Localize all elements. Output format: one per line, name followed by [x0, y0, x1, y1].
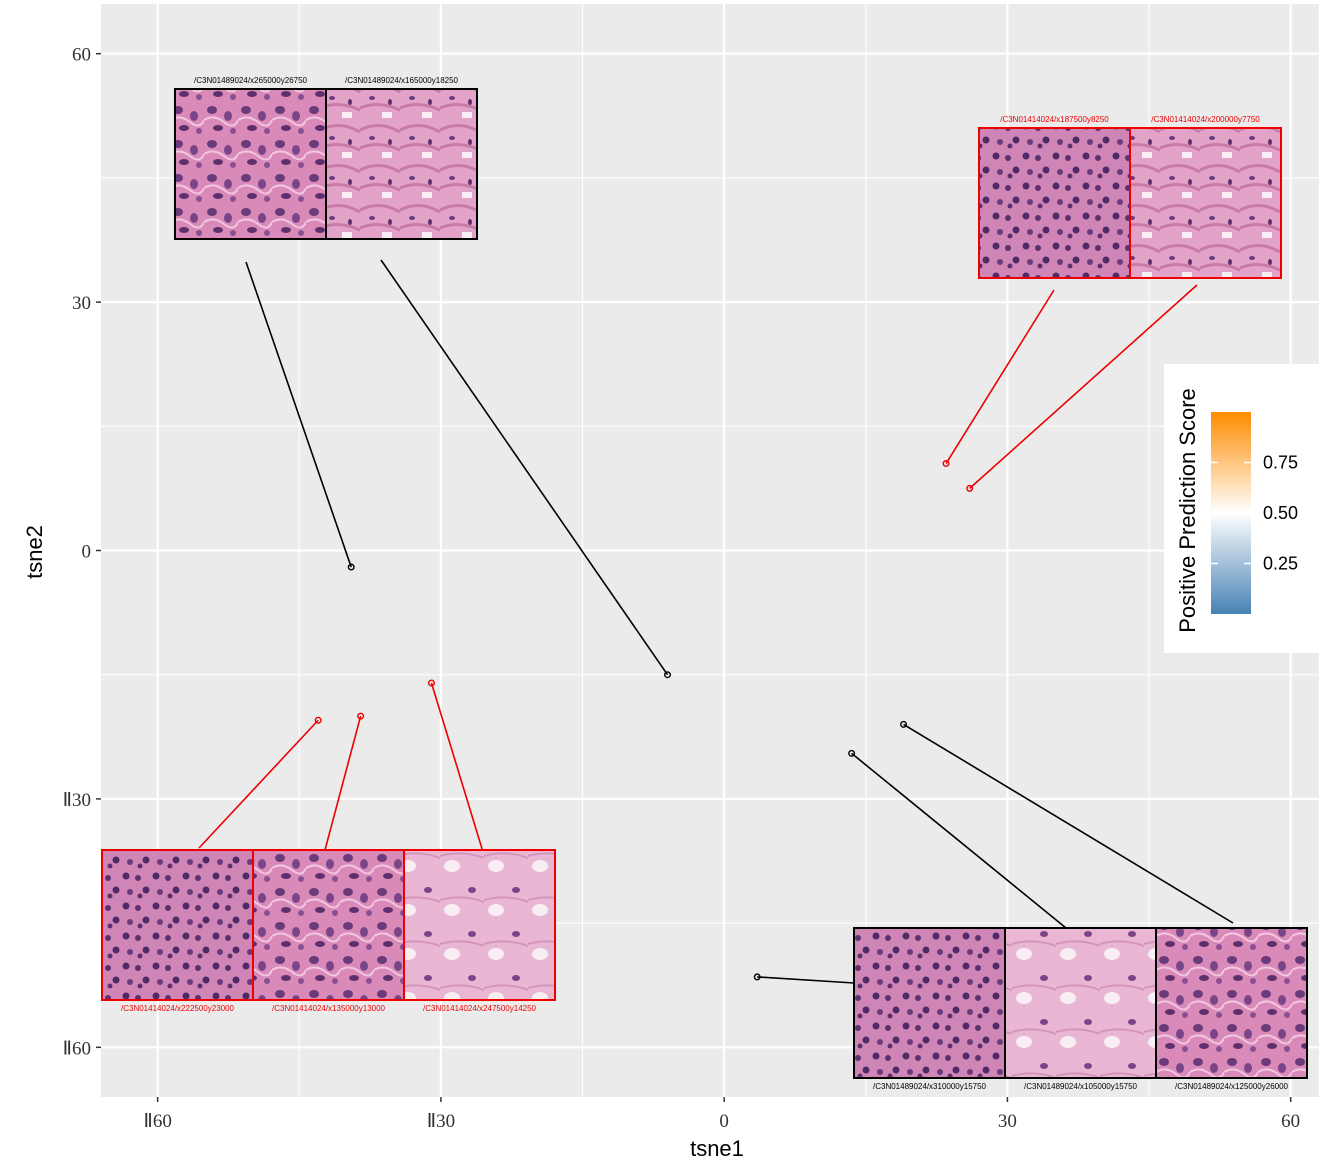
data-point	[942, 460, 950, 468]
data-point	[966, 484, 974, 492]
x-tick-label: 60	[1281, 1111, 1300, 1132]
tile-label: /C3N01414024/x135000y13000	[272, 1004, 386, 1013]
tissue-tile	[853, 927, 1006, 1079]
legend-title: Positive Prediction Score	[1175, 388, 1200, 633]
tile-label: /C3N01414024/x200000y7750	[1151, 115, 1260, 124]
leader-line	[324, 715, 362, 851]
data-point	[753, 973, 761, 981]
leader-line	[903, 723, 1234, 924]
tile-label: /C3N01489024/x125000y26000	[1175, 1082, 1289, 1091]
tile-label: /C3N01414024/x247500y14250	[423, 1004, 537, 1013]
x-axis-title: tsne1	[690, 1136, 744, 1161]
leader-lines	[198, 259, 1234, 984]
tissue-tile	[252, 849, 405, 1001]
legend-tick-label: 0.50	[1263, 503, 1298, 523]
x-tick-label: Ⅱ30	[427, 1111, 455, 1132]
legend-tick-label: 0.75	[1263, 453, 1298, 473]
data-point	[848, 749, 856, 757]
x-tick-label: Ⅱ60	[143, 1111, 171, 1132]
tissue-tile	[1129, 127, 1282, 279]
leader-line	[430, 682, 484, 853]
tile-label: /C3N01489024/x105000y15750	[1024, 1082, 1138, 1091]
legend: Positive Prediction Score 0.75 0.50 0.25	[1164, 364, 1321, 653]
y-tick-label: 60	[72, 45, 91, 66]
leader-line	[969, 284, 1198, 489]
y-tick-label: Ⅱ30	[63, 790, 91, 811]
tile-label: /C3N01489024/x265000y26750	[194, 76, 308, 85]
y-tick-label: Ⅱ60	[63, 1038, 91, 1059]
tissue-tile	[1155, 927, 1308, 1079]
tissue-tile	[1004, 927, 1157, 1079]
tissue-tiles: /C3N01489024/x265000y26750/C3N01489024/x…	[101, 76, 1308, 1091]
x-tick-label: 0	[719, 1111, 729, 1132]
tile-label: /C3N01414024/x187500y8250	[1000, 115, 1109, 124]
tile-label: /C3N01489024/x165000y18250	[345, 76, 459, 85]
data-points	[314, 460, 974, 981]
tissue-tile	[101, 849, 254, 1001]
tile-label: /C3N01414024/x222500y23000	[121, 1004, 235, 1013]
leader-line	[851, 752, 1067, 929]
data-point	[900, 720, 908, 728]
data-point	[357, 712, 365, 720]
y-tick-label: 0	[82, 542, 92, 563]
data-point	[347, 563, 355, 571]
leader-line	[198, 719, 319, 849]
data-point	[427, 679, 435, 687]
leader-line	[380, 259, 669, 676]
data-point	[314, 716, 322, 724]
y-axis-title: tsne2	[22, 525, 47, 579]
tissue-tile	[325, 88, 478, 240]
tissue-tile	[174, 88, 327, 240]
data-point	[664, 671, 672, 679]
leader-line	[945, 289, 1055, 464]
tissue-tile	[403, 849, 556, 1001]
leader-line	[757, 976, 855, 984]
axes: Ⅱ60 Ⅱ30 0 30 60 60 30 0 Ⅱ30 Ⅱ60 tsne1 tsne2	[22, 45, 1300, 1161]
x-tick-label: 30	[998, 1111, 1017, 1132]
leader-line	[245, 261, 352, 568]
legend-tick-label: 0.25	[1263, 554, 1298, 574]
tissue-tile	[978, 127, 1131, 279]
y-tick-label: 30	[72, 293, 91, 314]
tile-label: /C3N01489024/x310000y15750	[873, 1082, 987, 1091]
